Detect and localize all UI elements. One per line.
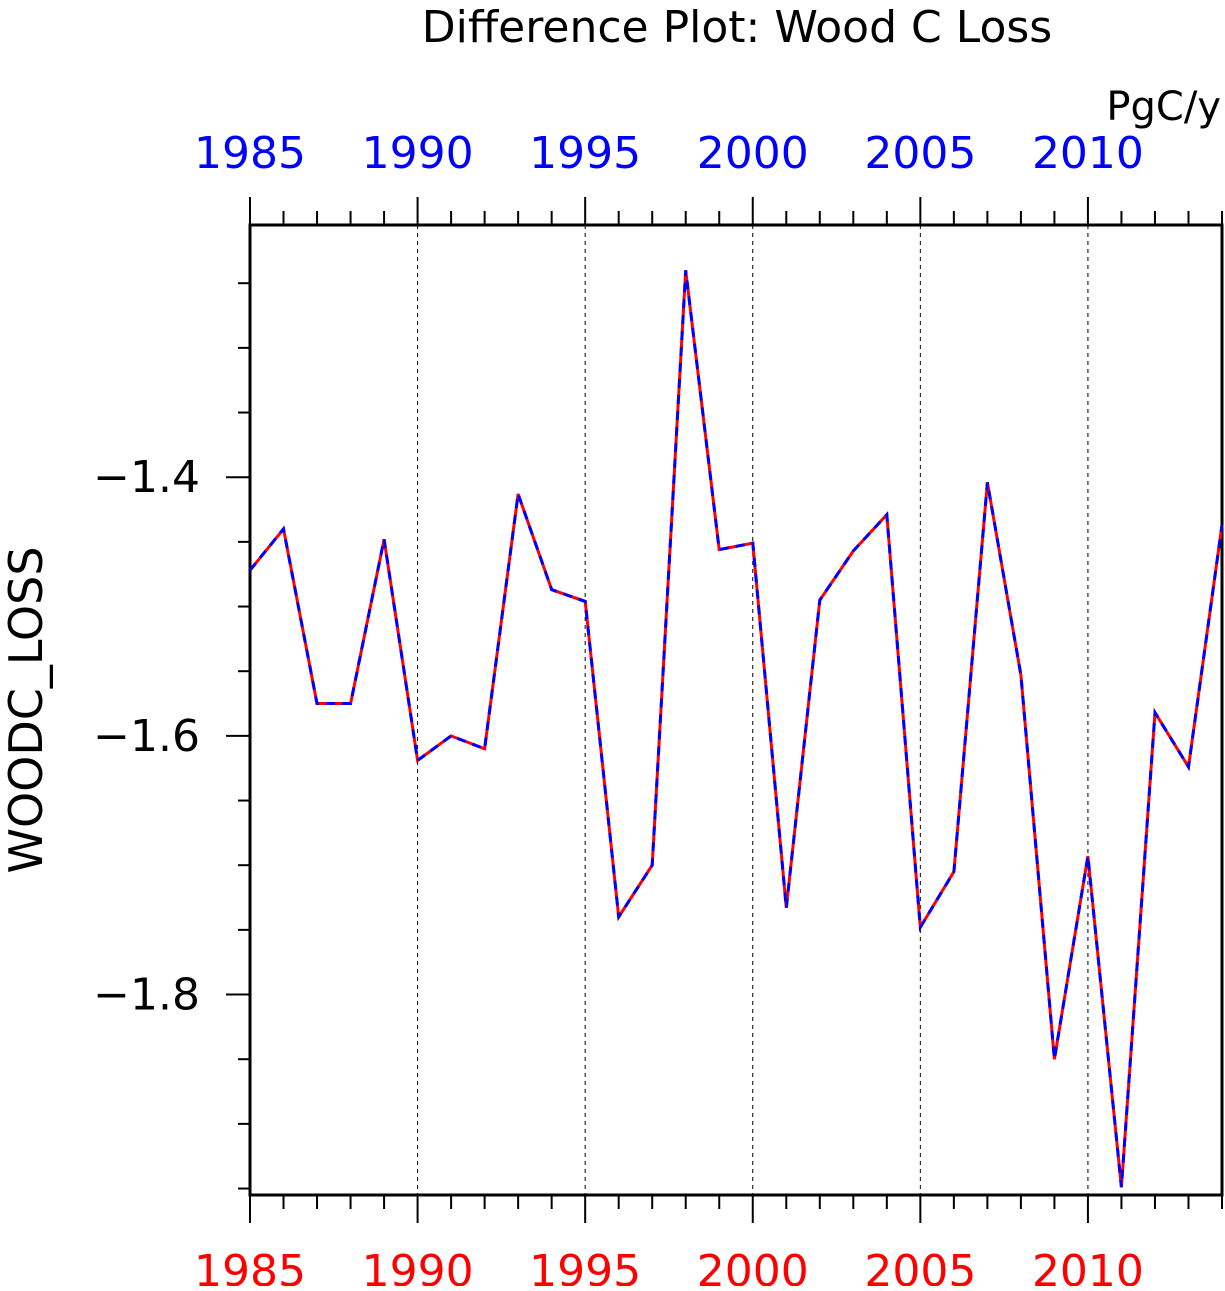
x-tick-label-top-1995: 1995 [529, 128, 641, 179]
y-tick-label-2: −1.8 [93, 970, 200, 1021]
x-tick-label-bottom-1995: 1995 [529, 1246, 641, 1286]
x-tick-label-top-1990: 1990 [362, 128, 474, 179]
y-tick-label-1: −1.6 [93, 711, 200, 762]
x-tick-label-bottom-2010: 2010 [1032, 1246, 1144, 1286]
x-tick-label-bottom-1985: 1985 [194, 1246, 306, 1286]
series-layer [250, 270, 1222, 1187]
y-axis-title: WOODC_LOSS [0, 546, 53, 873]
grid-layer [418, 225, 1088, 1195]
x-tick-label-bottom-2005: 2005 [864, 1246, 976, 1286]
plot-frame [250, 225, 1222, 1195]
x-tick-label-top-2010: 2010 [1032, 128, 1144, 179]
x-tick-label-bottom-2000: 2000 [697, 1246, 809, 1286]
x-tick-label-bottom-1990: 1990 [362, 1246, 474, 1286]
y-tick-label-0: −1.4 [93, 452, 200, 503]
units-label: PgC/y [1106, 84, 1221, 130]
x-tick-label-top-2000: 2000 [697, 128, 809, 179]
x-tick-label-top-1985: 1985 [194, 128, 306, 179]
tick-layer [226, 197, 1222, 1223]
axes-layer [250, 225, 1222, 1195]
x-tick-label-top-2005: 2005 [864, 128, 976, 179]
series-line-1 [250, 270, 1222, 1187]
chart-title: Difference Plot: Wood C Loss [422, 2, 1052, 53]
series-line-0 [250, 270, 1222, 1187]
